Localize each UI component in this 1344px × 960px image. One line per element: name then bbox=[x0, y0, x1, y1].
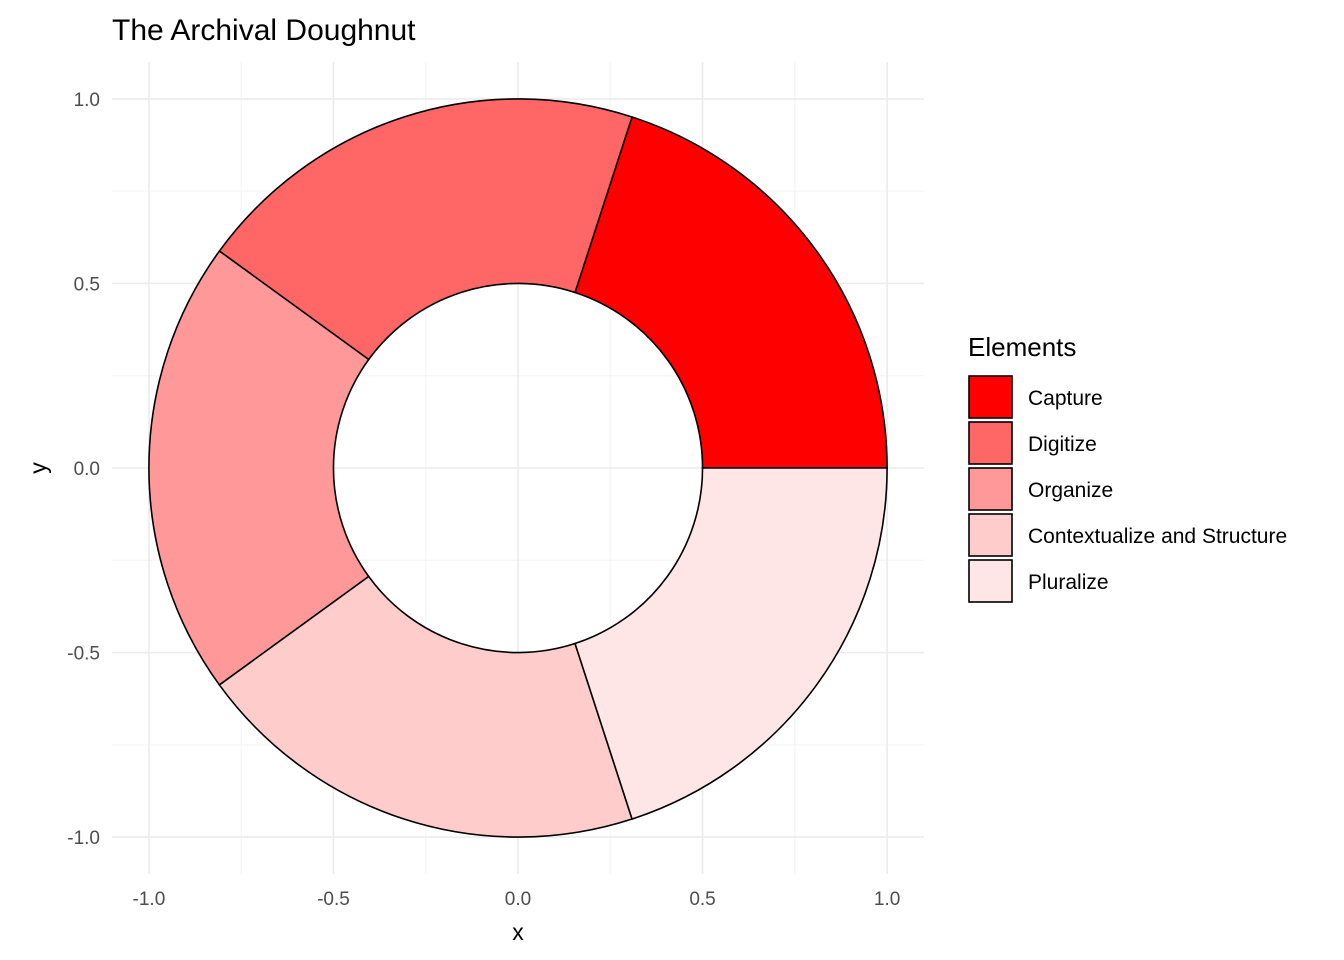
doughnut-slices bbox=[148, 98, 888, 838]
legend-title: Elements bbox=[968, 332, 1076, 362]
x-tick-label: -0.5 bbox=[317, 889, 350, 910]
legend-label: Digitize bbox=[1028, 433, 1097, 456]
x-tick-label: 0.0 bbox=[505, 889, 531, 910]
legend-key bbox=[968, 467, 1013, 511]
slice-capture bbox=[574, 115, 888, 469]
x-tick-label: 1.0 bbox=[874, 889, 900, 910]
legend-label: Organize bbox=[1028, 479, 1113, 502]
legend-label: Capture bbox=[1028, 387, 1103, 410]
y-tick-label: -1.0 bbox=[67, 828, 100, 849]
legend-key bbox=[968, 513, 1013, 557]
y-axis-title: y bbox=[25, 462, 51, 474]
y-tick-label: 0.0 bbox=[74, 459, 100, 480]
x-axis-title: x bbox=[512, 919, 524, 945]
legend-label: Contextualize and Structure bbox=[1028, 525, 1287, 548]
slice-digitize bbox=[218, 98, 634, 361]
x-tick-label: 0.5 bbox=[689, 889, 715, 910]
slice-pluralize bbox=[574, 467, 888, 821]
legend-label: Pluralize bbox=[1028, 571, 1109, 594]
y-tick-label: -0.5 bbox=[67, 644, 100, 665]
slice-organize bbox=[148, 249, 370, 687]
slice-contextualize-and-structure bbox=[218, 575, 634, 838]
legend-items: Capture Digitize Organize Contextualize and… bbox=[968, 375, 1287, 603]
legend-key bbox=[968, 559, 1013, 603]
y-tick-label: 1.0 bbox=[74, 90, 100, 111]
legend-key bbox=[968, 421, 1013, 465]
legend-key bbox=[968, 375, 1013, 419]
y-tick-labels: -1.0 -0.5 0.0 0.5 1.0 bbox=[67, 90, 100, 849]
y-tick-label: 0.5 bbox=[74, 274, 100, 295]
x-tick-labels: -1.0 -0.5 0.0 0.5 1.0 bbox=[133, 889, 901, 910]
chart-title: The Archival Doughnut bbox=[112, 14, 416, 47]
legend: Elements Capture Digitize Organize Contextu… bbox=[968, 332, 1287, 603]
x-tick-label: -1.0 bbox=[133, 889, 166, 910]
